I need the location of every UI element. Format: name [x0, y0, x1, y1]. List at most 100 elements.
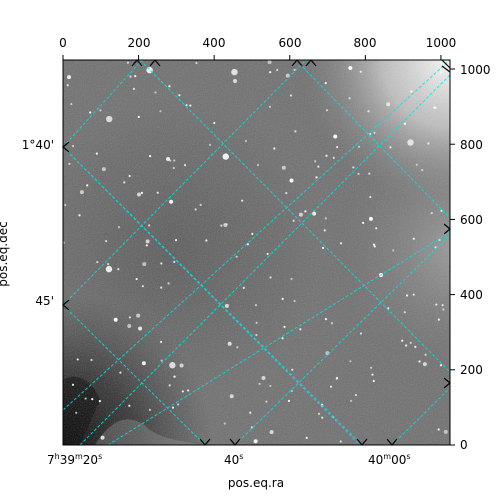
star	[177, 403, 180, 406]
star	[185, 104, 188, 107]
ra-tick-label: 7h39m20s	[47, 452, 102, 467]
star	[357, 172, 360, 175]
star	[315, 176, 318, 179]
star	[281, 165, 286, 170]
star	[440, 209, 443, 212]
y-tick-label: 400	[460, 288, 483, 302]
star	[317, 412, 321, 415]
star	[231, 68, 238, 76]
star	[140, 191, 144, 194]
ra-grid-line	[63, 60, 450, 411]
dec-tick-labels: 1°40' 45'	[22, 138, 54, 308]
coordinate-grid	[63, 60, 450, 445]
star	[173, 159, 176, 162]
star	[95, 152, 98, 155]
star	[145, 244, 148, 247]
star	[254, 304, 258, 307]
star	[86, 184, 89, 187]
star	[64, 203, 67, 207]
star	[359, 70, 362, 73]
star	[199, 203, 202, 207]
star	[246, 243, 249, 246]
star	[412, 293, 415, 296]
star	[324, 217, 327, 220]
star	[269, 71, 272, 74]
star	[321, 246, 325, 250]
star	[255, 321, 258, 324]
star	[407, 139, 414, 146]
star	[269, 384, 272, 388]
star	[373, 245, 376, 248]
dec-grid-line	[63, 304, 206, 445]
ra-tick-label: 40m00s	[368, 452, 411, 467]
pixel-axis-ticks	[62, 55, 455, 446]
star	[409, 341, 412, 344]
ra-grid-line	[63, 60, 307, 306]
star	[335, 145, 339, 149]
star	[220, 224, 223, 227]
star	[290, 389, 294, 393]
y-tick-label: 600	[460, 213, 483, 227]
star	[71, 144, 75, 148]
star	[403, 311, 406, 314]
star	[439, 364, 443, 367]
star	[156, 191, 159, 194]
y-tick-label: 200	[460, 363, 483, 377]
star	[106, 115, 113, 123]
star	[135, 277, 138, 281]
star	[119, 371, 122, 374]
star	[128, 316, 132, 319]
star	[422, 362, 427, 367]
star	[173, 260, 176, 263]
star	[227, 341, 232, 346]
star	[99, 109, 102, 112]
star	[332, 156, 335, 159]
star	[439, 71, 442, 74]
star	[166, 156, 171, 161]
star	[137, 115, 140, 119]
star	[229, 394, 234, 399]
star	[369, 195, 372, 199]
star	[435, 303, 438, 306]
star	[418, 360, 421, 363]
star	[437, 318, 440, 321]
star	[330, 322, 334, 325]
x-tick-label: 400	[203, 36, 226, 50]
star	[186, 389, 190, 392]
star	[128, 174, 131, 178]
star	[107, 263, 110, 266]
star	[437, 428, 440, 431]
star	[223, 422, 226, 425]
ra-tick-labels: 7h39m20s 40s 40m00s	[47, 452, 411, 467]
star	[90, 358, 93, 362]
star	[339, 440, 342, 443]
star	[287, 399, 291, 403]
star	[317, 165, 320, 168]
star	[244, 139, 247, 143]
star	[405, 294, 409, 297]
star	[371, 373, 374, 376]
star	[68, 162, 71, 165]
star	[359, 332, 363, 335]
star	[160, 262, 163, 265]
star	[324, 82, 327, 85]
star	[236, 346, 239, 349]
star	[171, 406, 175, 409]
star	[249, 411, 252, 414]
y-axis-title: pos.eq.dec	[0, 221, 10, 286]
star	[321, 416, 324, 419]
ra-grid-line	[234, 234, 450, 445]
star	[441, 304, 444, 307]
ra-tick-label: 40s	[224, 452, 243, 467]
star	[329, 385, 333, 388]
star	[291, 368, 294, 371]
star	[362, 221, 365, 224]
star	[141, 361, 146, 366]
star	[261, 376, 266, 381]
star	[84, 397, 87, 400]
x-tick-label: 1000	[426, 36, 457, 50]
star	[113, 317, 118, 322]
star	[349, 360, 352, 363]
star	[373, 131, 376, 134]
